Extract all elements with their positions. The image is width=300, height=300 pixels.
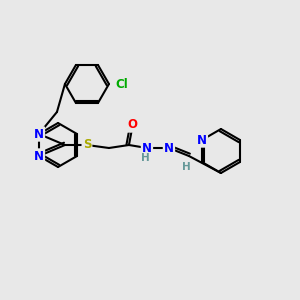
Text: N: N bbox=[34, 149, 44, 163]
Text: N: N bbox=[142, 142, 152, 154]
Text: S: S bbox=[83, 139, 91, 152]
Text: O: O bbox=[127, 118, 137, 131]
Text: N: N bbox=[164, 142, 174, 154]
Text: H: H bbox=[182, 162, 190, 172]
Text: N: N bbox=[34, 128, 44, 140]
Text: Cl: Cl bbox=[115, 77, 128, 91]
Text: N: N bbox=[197, 134, 207, 146]
Text: H: H bbox=[141, 153, 149, 163]
